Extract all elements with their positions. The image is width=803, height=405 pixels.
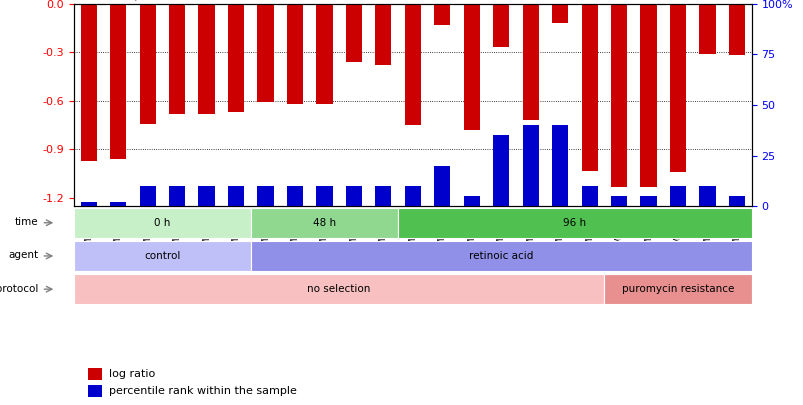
- Bar: [728, 4, 744, 55]
- Bar: [604, 274, 751, 304]
- Bar: [404, 4, 421, 125]
- Bar: [257, 4, 273, 102]
- Bar: [110, 202, 126, 206]
- Bar: [251, 241, 751, 271]
- Text: 48 h: 48 h: [312, 218, 336, 228]
- Bar: [88, 385, 102, 397]
- Bar: [257, 186, 273, 206]
- Bar: [375, 4, 391, 65]
- Text: puromycin resistance: puromycin resistance: [621, 284, 733, 294]
- Text: growth protocol: growth protocol: [0, 284, 39, 294]
- Bar: [80, 202, 96, 206]
- Bar: [80, 4, 96, 161]
- Bar: [522, 4, 538, 120]
- Bar: [140, 186, 156, 206]
- Text: agent: agent: [8, 250, 39, 260]
- Bar: [581, 186, 597, 206]
- Text: no selection: no selection: [307, 284, 370, 294]
- Bar: [316, 186, 332, 206]
- Text: time: time: [14, 217, 39, 227]
- Text: percentile rank within the sample: percentile rank within the sample: [109, 386, 297, 396]
- Bar: [610, 4, 626, 187]
- Bar: [463, 4, 479, 130]
- Text: retinoic acid: retinoic acid: [468, 251, 532, 261]
- Bar: [640, 196, 656, 206]
- Text: log ratio: log ratio: [109, 369, 155, 379]
- Bar: [699, 186, 715, 206]
- Bar: [728, 196, 744, 206]
- Bar: [434, 166, 450, 206]
- Bar: [169, 4, 185, 114]
- Bar: [375, 186, 391, 206]
- Bar: [492, 4, 509, 47]
- Bar: [287, 186, 303, 206]
- Bar: [434, 4, 450, 25]
- Bar: [287, 4, 303, 104]
- Bar: [699, 4, 715, 54]
- Bar: [228, 186, 244, 206]
- Bar: [522, 125, 538, 206]
- Bar: [669, 186, 685, 206]
- Bar: [198, 4, 214, 114]
- Bar: [169, 186, 185, 206]
- Bar: [88, 368, 102, 380]
- Bar: [345, 4, 361, 62]
- Bar: [610, 196, 626, 206]
- Bar: [74, 241, 251, 271]
- Bar: [110, 4, 126, 159]
- Text: control: control: [144, 251, 181, 261]
- Bar: [251, 208, 397, 238]
- Bar: [345, 186, 361, 206]
- Bar: [581, 4, 597, 171]
- Bar: [463, 196, 479, 206]
- Bar: [397, 208, 751, 238]
- Bar: [316, 4, 332, 104]
- Bar: [228, 4, 244, 112]
- Bar: [74, 208, 251, 238]
- Text: 0 h: 0 h: [154, 218, 170, 228]
- Bar: [640, 4, 656, 187]
- Bar: [552, 125, 568, 206]
- Bar: [669, 4, 685, 172]
- Text: GDS799 / 8464: GDS799 / 8464: [74, 0, 179, 1]
- Bar: [140, 4, 156, 124]
- Bar: [404, 186, 421, 206]
- Bar: [74, 274, 604, 304]
- Bar: [552, 4, 568, 23]
- Bar: [492, 135, 509, 206]
- Bar: [198, 186, 214, 206]
- Text: 96 h: 96 h: [563, 218, 585, 228]
